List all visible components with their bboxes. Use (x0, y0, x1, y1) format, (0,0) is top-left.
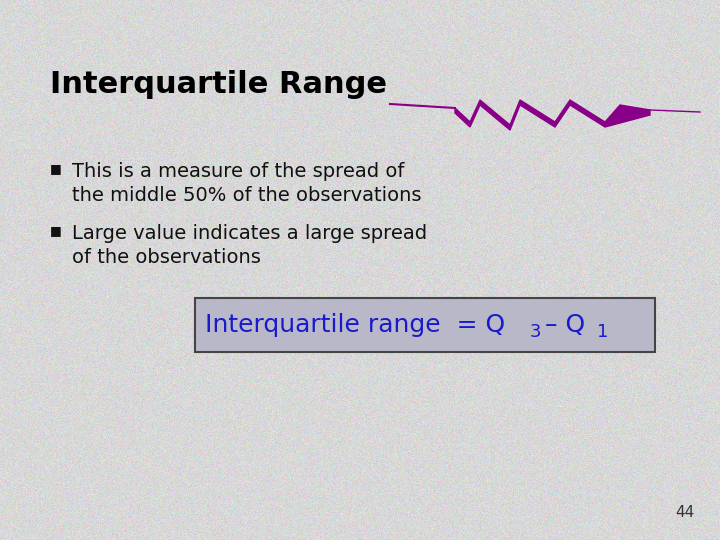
Text: ■: ■ (50, 224, 62, 237)
Text: Large value indicates a large spread: Large value indicates a large spread (72, 224, 427, 243)
Text: ■: ■ (50, 162, 62, 175)
Text: Interquartile Range: Interquartile Range (50, 70, 387, 99)
Text: of the observations: of the observations (72, 248, 261, 267)
Text: Interquartile range  = Q: Interquartile range = Q (205, 313, 505, 337)
Text: This is a measure of the spread of: This is a measure of the spread of (72, 162, 405, 181)
Polygon shape (455, 100, 650, 130)
Bar (195, 298, 655, 352)
Text: 3: 3 (530, 323, 541, 341)
Text: the middle 50% of the observations: the middle 50% of the observations (72, 186, 421, 205)
Text: – Q: – Q (545, 313, 585, 337)
Text: 44: 44 (676, 505, 695, 520)
Text: 1: 1 (597, 323, 608, 341)
